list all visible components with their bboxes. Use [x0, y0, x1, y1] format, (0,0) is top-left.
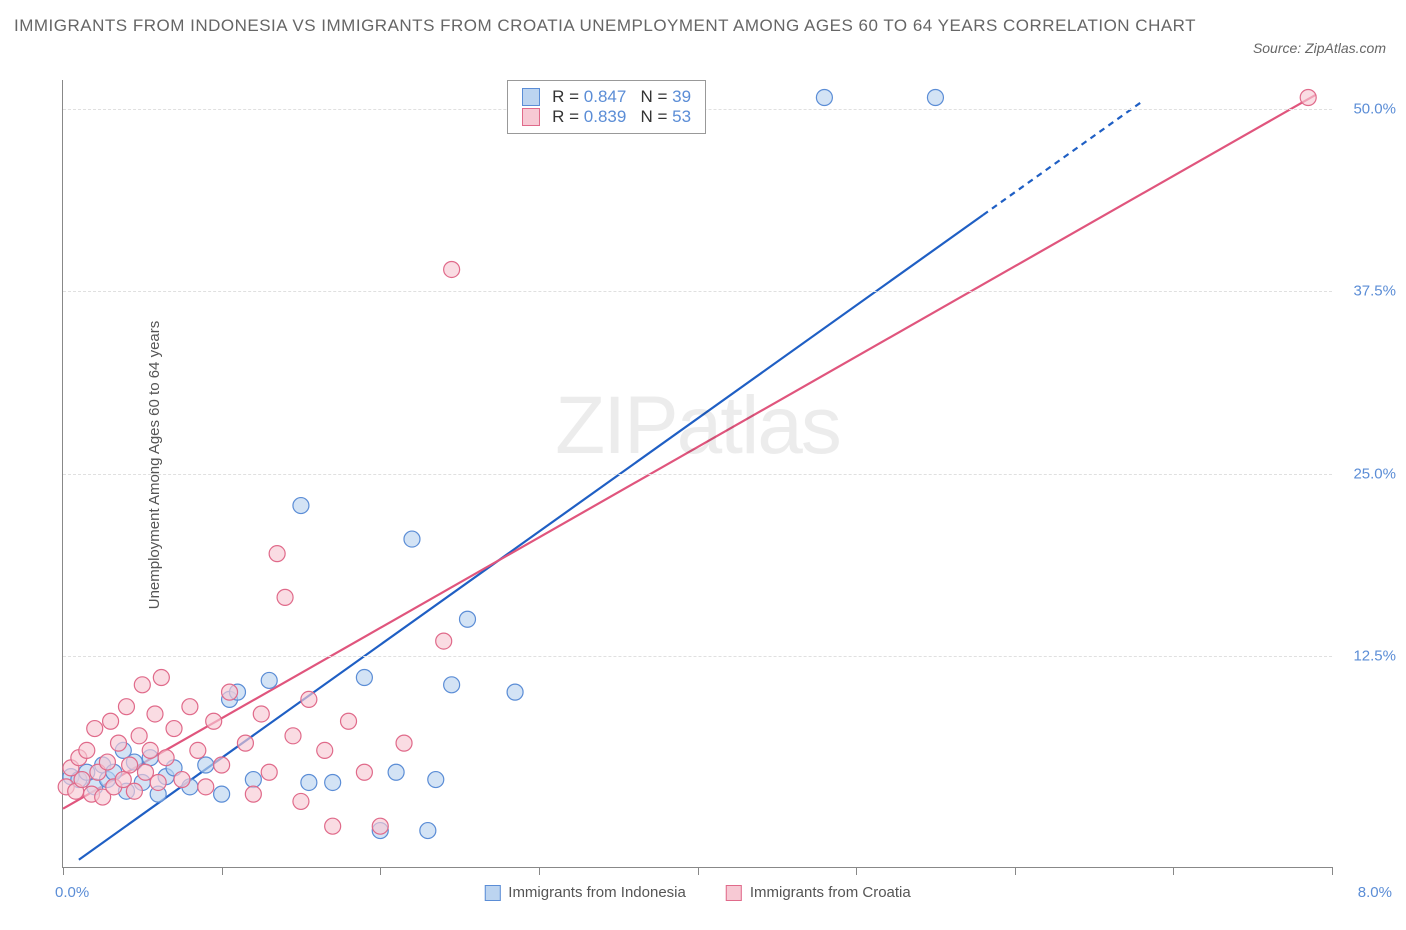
- chart-plot-area: R = 0.847 N = 39 R = 0.839 N = 53 ZIPatl…: [62, 80, 1332, 868]
- x-tick: [380, 867, 381, 875]
- x-tick: [1332, 867, 1333, 875]
- source-attribution: Source: ZipAtlas.com: [1253, 40, 1386, 56]
- series-name: Immigrants from Indonesia: [508, 884, 686, 901]
- legend-swatch: [522, 108, 540, 126]
- x-tick: [63, 867, 64, 875]
- x-axis-min-label: 0.0%: [55, 884, 89, 901]
- legend-stats: R = 0.839 N = 53: [552, 107, 691, 127]
- legend-stats: R = 0.847 N = 39: [552, 87, 691, 107]
- y-tick-label: 25.0%: [1353, 465, 1396, 482]
- gridline: [63, 474, 1332, 475]
- series-legend-item: Immigrants from Croatia: [726, 884, 911, 901]
- x-axis-max-label: 8.0%: [1358, 884, 1392, 901]
- legend-swatch: [726, 885, 742, 901]
- stats-legend-box: R = 0.847 N = 39 R = 0.839 N = 53: [507, 80, 706, 134]
- legend-swatch: [484, 885, 500, 901]
- stats-legend-row: R = 0.839 N = 53: [522, 107, 691, 127]
- x-tick: [698, 867, 699, 875]
- stats-legend-row: R = 0.847 N = 39: [522, 87, 691, 107]
- y-tick-label: 12.5%: [1353, 647, 1396, 664]
- x-tick: [1173, 867, 1174, 875]
- y-tick-label: 37.5%: [1353, 283, 1396, 300]
- x-tick: [856, 867, 857, 875]
- gridline: [63, 656, 1332, 657]
- x-tick: [1015, 867, 1016, 875]
- y-tick-label: 50.0%: [1353, 101, 1396, 118]
- x-tick: [539, 867, 540, 875]
- series-legend-item: Immigrants from Indonesia: [484, 884, 686, 901]
- chart-title: IMMIGRANTS FROM INDONESIA VS IMMIGRANTS …: [14, 12, 1206, 39]
- series-legend: Immigrants from Indonesia Immigrants from…: [484, 884, 910, 901]
- legend-swatch: [522, 88, 540, 106]
- x-tick: [222, 867, 223, 875]
- series-name: Immigrants from Croatia: [750, 884, 911, 901]
- gridline: [63, 291, 1332, 292]
